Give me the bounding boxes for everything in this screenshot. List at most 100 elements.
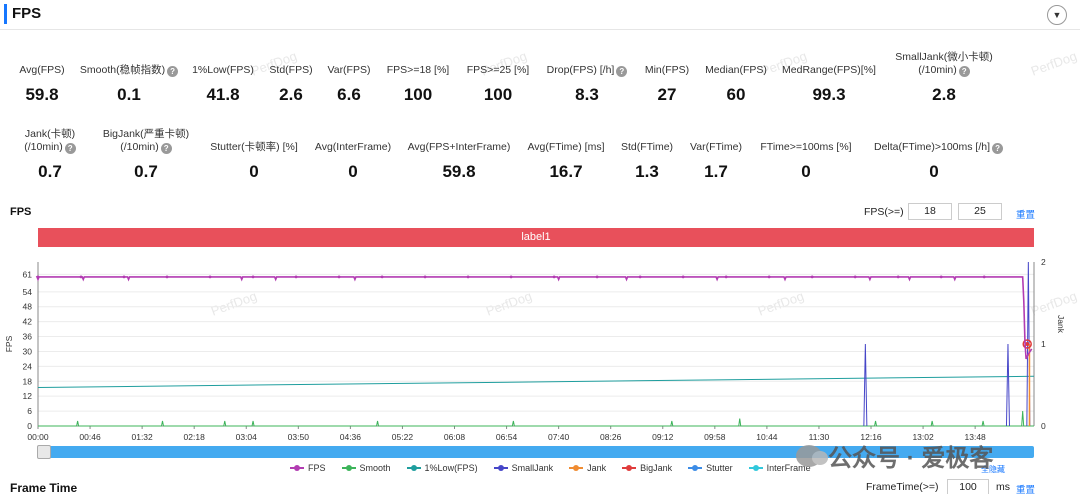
legend-item[interactable]: FPS xyxy=(290,463,326,473)
metric-value: 60 xyxy=(726,85,746,104)
metric-value: 0 xyxy=(929,162,939,181)
chart-legend: FPS Smooth 1%Low(FPS) SmallJank Jank BigJank S… xyxy=(290,463,811,473)
fps-point xyxy=(810,275,814,279)
fps-threshold-input-2[interactable]: 25 xyxy=(958,203,1002,220)
metric-value: 1.7 xyxy=(704,162,728,181)
fps-point xyxy=(853,275,857,279)
frame-time-input[interactable]: 100 xyxy=(947,479,989,494)
x-tick-label: 04:36 xyxy=(340,432,362,442)
label-bar[interactable]: label1 xyxy=(38,228,1034,247)
metric-value: 1.3 xyxy=(635,162,659,181)
fps-point xyxy=(380,275,384,279)
help-icon[interactable]: ? xyxy=(167,66,179,77)
collapse-chevron-icon[interactable]: ▼ xyxy=(1047,5,1067,25)
y-tick-label: 12 xyxy=(23,391,33,401)
help-icon[interactable]: ? xyxy=(992,143,1004,154)
x-tick-label: 13:48 xyxy=(965,432,987,442)
x-tick-label: 01:32 xyxy=(131,432,153,442)
frame-time-reset-link[interactable]: 重置 xyxy=(1016,485,1036,494)
fps-point xyxy=(79,275,83,279)
metric-label: Std(FPS) xyxy=(269,64,313,76)
smalljank-spike xyxy=(863,343,868,427)
metric-value: 2.8 xyxy=(932,85,956,104)
legend-swatch xyxy=(622,465,637,471)
legend-swatch xyxy=(493,465,508,471)
metric-label: Delta(FTime)>100ms [/h]? xyxy=(874,141,1004,154)
row1-metric: Smooth(稳帧指数)? 0.1 xyxy=(69,64,189,105)
metric-value: 0 xyxy=(801,162,811,181)
help-icon[interactable]: ? xyxy=(160,143,172,154)
legend-label: Jank xyxy=(587,463,607,473)
legend-item[interactable]: Smooth xyxy=(341,463,391,473)
legend-item[interactable]: 1%Low(FPS) xyxy=(406,463,478,473)
metric-label: Stutter(卡顿率) [%] xyxy=(210,141,298,153)
x-tick-label: 03:50 xyxy=(288,432,310,442)
fps-point xyxy=(681,275,685,279)
show-all-toggle[interactable]: 全隐藏 xyxy=(981,465,1005,474)
y2-tick-label: 1 xyxy=(1041,339,1046,349)
x-tick-label: 10:44 xyxy=(756,432,778,442)
row2-metric: Avg(FPS+InterFrame) 59.8 xyxy=(399,141,519,182)
metric-label: Jank(卡顿) xyxy=(24,128,76,140)
fps-point xyxy=(724,275,728,279)
help-icon[interactable]: ? xyxy=(958,66,970,77)
x-tick-label: 06:08 xyxy=(444,432,466,442)
help-icon[interactable]: ? xyxy=(64,143,76,154)
x-tick-label: 08:26 xyxy=(600,432,622,442)
wechat-logo-icon xyxy=(796,444,828,467)
metric-label: Avg(InterFrame) xyxy=(314,141,392,153)
legend-item[interactable]: BigJank xyxy=(622,463,672,473)
fps-point xyxy=(294,275,298,279)
fps-point xyxy=(509,275,513,279)
legend-label: SmallJank xyxy=(511,463,554,473)
section-title: FPS xyxy=(12,5,42,22)
fps-point xyxy=(208,275,212,279)
row2-metric: Avg(InterFrame) 0 xyxy=(293,141,413,182)
legend-label: BigJank xyxy=(640,463,673,473)
x-tick-label: 09:12 xyxy=(652,432,674,442)
metric-label: Avg(FPS+InterFrame) xyxy=(407,141,511,153)
row2-metric: Std(FTime) 1.3 xyxy=(587,141,707,182)
smalljank-spike xyxy=(1005,343,1010,427)
legend-swatch xyxy=(290,465,304,471)
y2-tick-label: 0 xyxy=(1041,421,1046,431)
legend-label: Stutter xyxy=(706,463,733,473)
legend-item[interactable]: Jank xyxy=(569,463,606,473)
y-tick-label: 0 xyxy=(27,421,32,431)
x-tick-label: 06:54 xyxy=(496,432,518,442)
help-icon[interactable]: ? xyxy=(616,66,628,77)
metric-value: 41.8 xyxy=(206,85,240,104)
timeline-scroll-handle[interactable] xyxy=(37,445,51,459)
y-tick-label: 48 xyxy=(23,302,33,312)
legend-swatch xyxy=(569,465,584,471)
fps-point xyxy=(423,275,427,279)
legend-label: InterFrame xyxy=(766,463,811,473)
fps-point xyxy=(36,275,40,279)
x-tick-label: 12:16 xyxy=(860,432,882,442)
legend-item[interactable]: SmallJank xyxy=(493,463,554,473)
legend-item[interactable]: Stutter xyxy=(688,463,733,473)
legend-item[interactable]: InterFrame xyxy=(748,463,811,473)
y-tick-label: 36 xyxy=(23,332,33,342)
row1-metric: Drop(FPS) [/h]? 8.3 xyxy=(527,64,647,105)
x-tick-label: 09:58 xyxy=(704,432,726,442)
row1-metric: MedRange(FPS)[%] 99.3 xyxy=(769,64,889,105)
series-line-1pct-low xyxy=(37,375,1035,388)
fps-threshold-input-1[interactable]: 18 xyxy=(908,203,952,220)
metric-label: FTime>=100ms [%] xyxy=(760,141,852,153)
timeline-scrollbar[interactable] xyxy=(38,446,1034,458)
row2-metric: Avg(FTime) [ms] 16.7 xyxy=(506,141,626,182)
x-tick-label: 11:30 xyxy=(809,432,830,442)
series-line-fps xyxy=(35,276,1033,360)
fps-point xyxy=(165,275,169,279)
legend-swatch xyxy=(341,465,356,471)
metric-label: BigJank(严重卡顿) xyxy=(102,128,190,140)
y-tick-label: 30 xyxy=(23,346,33,356)
row1-metric: Var(FPS) 6.6 xyxy=(289,64,409,105)
metric-value: 59.8 xyxy=(25,85,59,104)
fps-reset-link[interactable]: 重置 xyxy=(1016,210,1036,221)
metric-value: 100 xyxy=(403,85,433,104)
fps-point xyxy=(552,275,556,279)
metric-label: Smooth(稳帧指数)? xyxy=(69,64,189,77)
